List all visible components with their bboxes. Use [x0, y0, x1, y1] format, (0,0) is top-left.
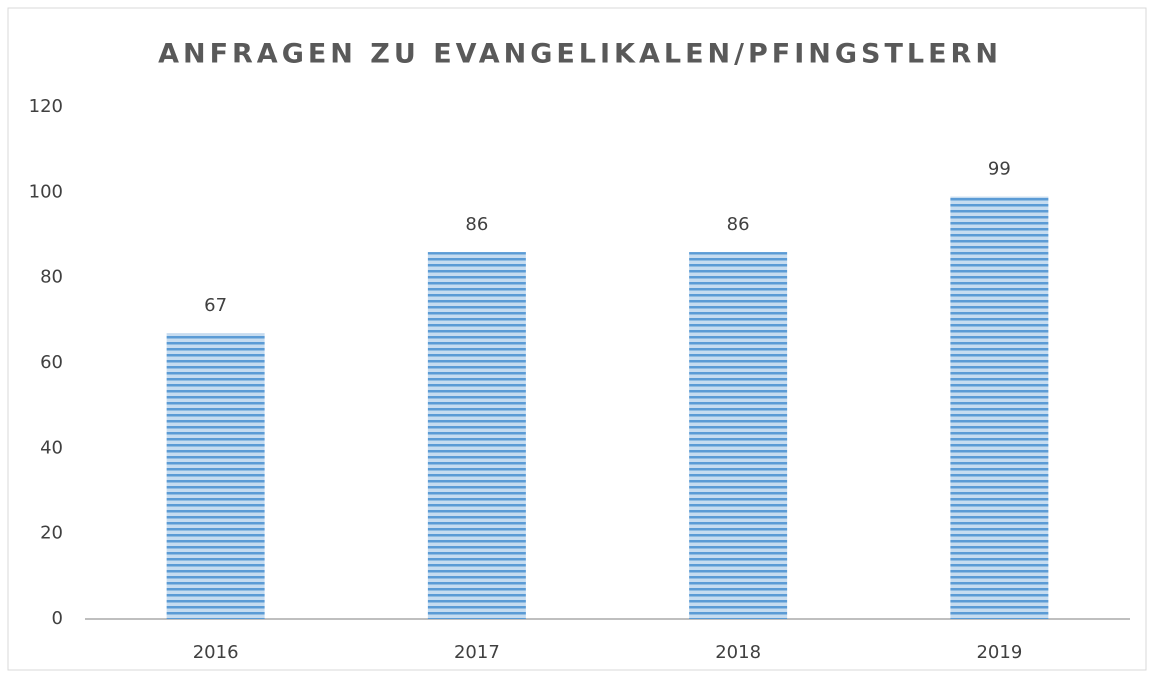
- y-tick-label: 60: [40, 352, 63, 373]
- bar: [427, 252, 526, 620]
- data-label: 86: [727, 214, 750, 235]
- bar: [689, 252, 788, 620]
- chart-title: ANFRAGEN ZU EVANGELIKALEN/PFINGSTLERN: [158, 39, 1002, 70]
- y-tick-label: 0: [52, 608, 63, 629]
- y-tick-label: 20: [40, 523, 63, 544]
- x-tick-label: 2017: [454, 642, 500, 663]
- x-tick-label: 2018: [715, 642, 761, 663]
- data-label: 99: [988, 159, 1011, 180]
- x-tick-label: 2016: [193, 642, 239, 663]
- y-tick-label: 80: [40, 267, 63, 288]
- y-tick-label: 40: [40, 437, 63, 458]
- bar: [166, 333, 265, 619]
- y-tick-label: 120: [29, 96, 63, 117]
- bar: [950, 196, 1049, 619]
- data-label: 86: [465, 214, 488, 235]
- y-tick-label: 100: [29, 181, 63, 202]
- data-label: 67: [204, 295, 227, 316]
- x-tick-label: 2019: [976, 642, 1022, 663]
